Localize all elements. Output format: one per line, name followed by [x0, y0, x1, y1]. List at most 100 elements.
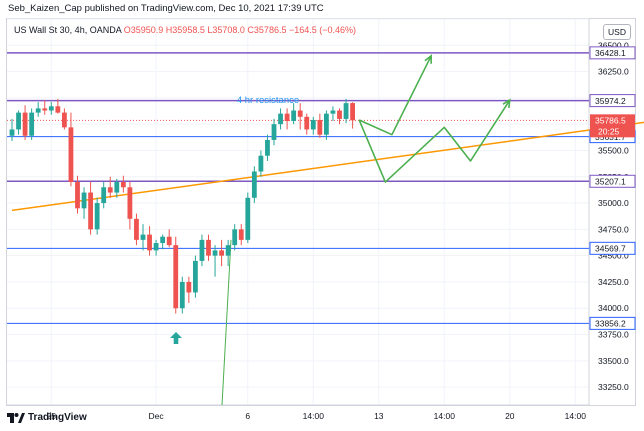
publisher-bar: Seb_Kaizen_Cap published on TradingView.…: [0, 0, 644, 18]
annotation-label: 4 hr resistance: [237, 95, 299, 106]
candle-body: [22, 112, 28, 136]
candle-body: [186, 281, 192, 293]
last-price-label: 35786.5: [595, 116, 626, 126]
candle: [284, 108, 290, 130]
y-tick-label: 33500.0: [598, 356, 629, 366]
candle-body: [330, 110, 336, 114]
legend-symbol: US Wall St 30, 4h, OANDA: [14, 25, 122, 35]
legend-high: H35958.5: [165, 25, 205, 35]
candle: [88, 182, 93, 235]
candle: [101, 182, 107, 209]
candle-body: [75, 182, 80, 209]
level-tag: 35974.2: [589, 94, 636, 108]
level-tag-label: 36428.1: [595, 48, 626, 58]
candle: [127, 182, 133, 230]
x-tick-label: 13: [374, 411, 384, 421]
candle: [251, 166, 257, 204]
level-tag: 33856.2: [589, 316, 636, 330]
candle-body: [350, 103, 355, 121]
candle-body: [160, 236, 166, 244]
footer-bar: [0, 406, 644, 431]
legend-low: L35708.0: [207, 25, 245, 35]
candle: [265, 134, 270, 161]
candle: [324, 110, 329, 140]
x-axis-ticks: 25 Dec 6 14:00 13 14:00 20 14:00: [47, 411, 587, 421]
last-price-tag: 35786.520:25: [590, 114, 635, 138]
candle-body: [127, 187, 133, 219]
candle: [140, 224, 146, 251]
candle-body: [179, 281, 185, 309]
candle: [291, 103, 297, 125]
candle-body: [265, 139, 270, 156]
candle-body: [173, 245, 179, 309]
candle: [94, 197, 100, 235]
x-tick-label: Dec: [149, 411, 165, 421]
candle-body: [212, 250, 218, 256]
y-tick-label: 33750.0: [598, 330, 629, 340]
candle: [186, 276, 192, 303]
candle-body: [42, 108, 48, 111]
last-price-countdown: 20:25: [598, 126, 620, 136]
candle: [219, 239, 224, 267]
price-axis-tags: 36428.135974.235631.735207.134569.733856…: [589, 46, 636, 330]
candle: [147, 226, 152, 256]
candle-body: [291, 110, 297, 122]
y-tick-label: 36500.0: [598, 40, 629, 50]
candle: [62, 108, 67, 130]
candle-body: [9, 129, 15, 136]
candle: [179, 276, 185, 314]
candle: [245, 192, 251, 244]
candle: [310, 116, 316, 135]
legend-open: O35950.9: [123, 25, 164, 35]
y-axis-ticks: 33250.0 33500.0 33750.0 34000.0 34250.0 34500…: [598, 40, 629, 392]
candle: [75, 175, 80, 214]
candle: [153, 239, 159, 256]
tradingview-logo-icon: [7, 412, 25, 423]
x-tick-label: 14:00: [434, 411, 456, 421]
projection-path: [358, 99, 511, 183]
candle: [114, 178, 120, 198]
last-price-tag-box: [590, 114, 635, 138]
candle-body: [29, 112, 35, 136]
level-tag-box: [589, 174, 636, 188]
candle-body: [304, 116, 310, 130]
candle-body: [245, 197, 251, 240]
level-tag-label: 34569.7: [595, 244, 626, 254]
candle: [206, 234, 211, 261]
level-tag: 36428.1: [589, 46, 636, 60]
level-tag: 34569.7: [589, 241, 636, 255]
candle-body: [62, 112, 67, 128]
candle: [232, 224, 238, 251]
y-tick-label: 34750.0: [598, 224, 629, 234]
candle: [22, 105, 28, 140]
candle-body: [94, 203, 100, 230]
candle-body: [140, 234, 146, 240]
candle: [317, 113, 323, 138]
candle: [225, 239, 231, 267]
candle: [343, 98, 349, 124]
level-tag-box: [589, 241, 636, 255]
level-tag-label: 33856.2: [595, 319, 626, 329]
level-tag-label: 35207.1: [595, 176, 626, 186]
projection-arrowhead: [424, 54, 433, 64]
tradingview-brand[interactable]: TradingView: [7, 412, 87, 423]
up-arrow-icon: [170, 332, 182, 344]
horizontal-levels: [7, 52, 589, 324]
legend-change: −164.5 (−0.46%): [288, 25, 357, 35]
candle: [134, 213, 139, 246]
candle-body: [337, 110, 342, 119]
candle: [35, 102, 41, 117]
level-tag-label: 35974.2: [595, 96, 626, 106]
candle-body: [55, 106, 61, 113]
candle-body: [271, 124, 277, 140]
candle: [16, 110, 21, 135]
level-tag-box: [589, 46, 636, 60]
y-tick-label: 33250.0: [598, 382, 629, 392]
candle-body: [153, 243, 159, 251]
candle: [120, 175, 126, 193]
currency-button[interactable]: USD: [603, 24, 631, 40]
candle: [9, 118, 15, 142]
candle-body: [120, 182, 126, 188]
x-tick-label: 14:00: [303, 411, 325, 421]
